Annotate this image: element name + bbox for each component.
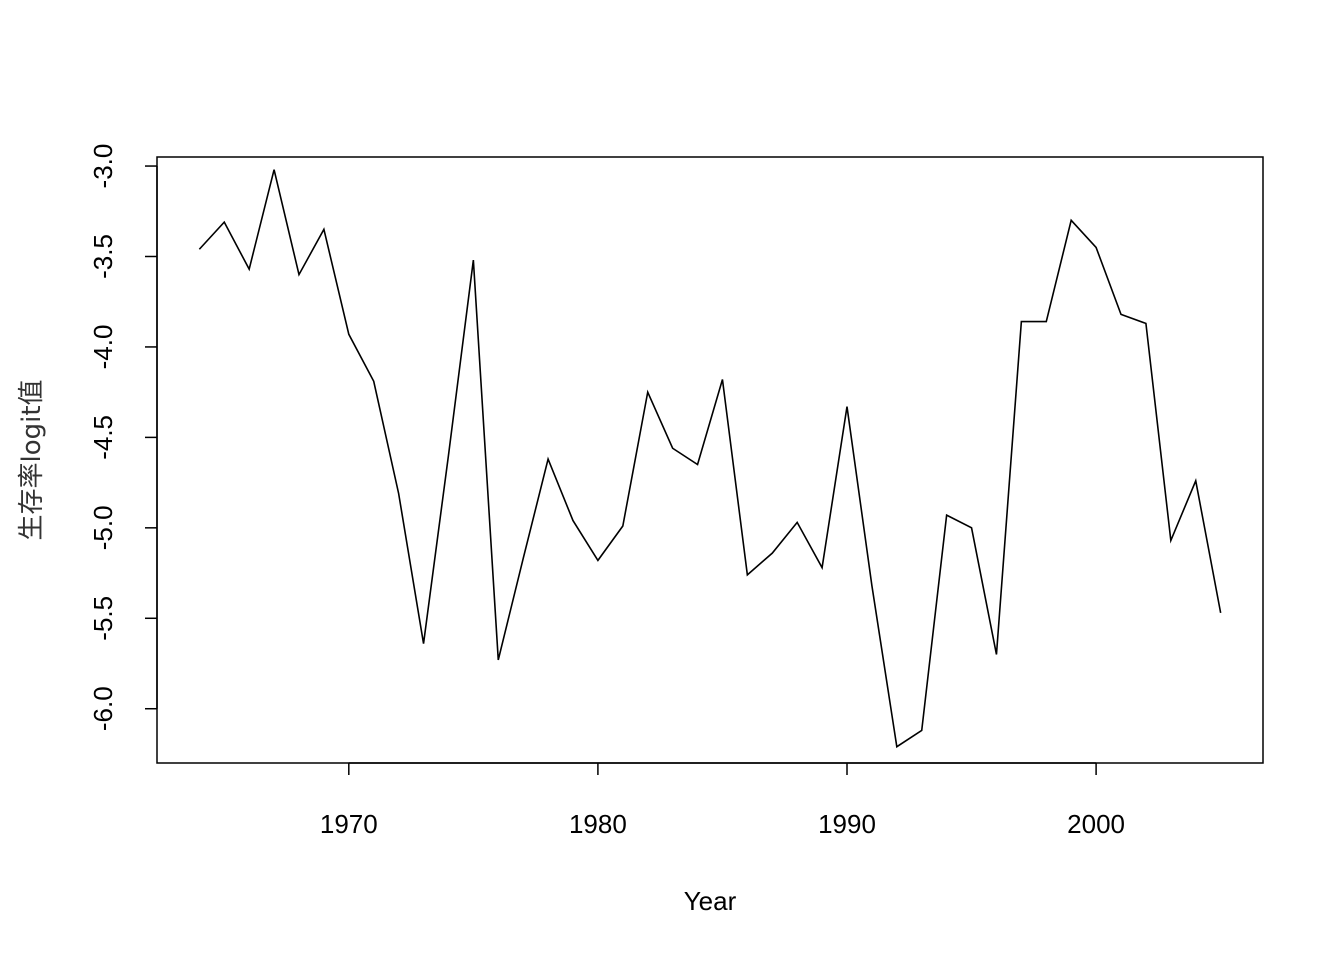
- x-tick-label: 2000: [1067, 809, 1125, 839]
- y-axis: -3.0 -3.5 -4.0 -4.5 -5.0 -5.5 -6.0: [88, 144, 158, 731]
- x-axis: 1970 1980 1990 2000: [320, 762, 1125, 839]
- series-line: [198, 169, 1222, 749]
- y-tick-label: -3.0: [88, 144, 118, 189]
- y-tick-label: -4.0: [88, 325, 118, 370]
- x-axis-title: Year: [684, 886, 737, 916]
- x-tick-label: 1980: [569, 809, 627, 839]
- y-tick-label: -6.0: [88, 686, 118, 731]
- y-tick-label: -4.5: [88, 415, 118, 460]
- x-tick-label: 1970: [320, 809, 378, 839]
- y-tick-label: -3.5: [88, 234, 118, 279]
- x-tick-label: 1990: [818, 809, 876, 839]
- y-axis-title: 生存率logit值: [17, 379, 47, 540]
- series: [198, 169, 1222, 749]
- y-tick-label: -5.0: [88, 505, 118, 550]
- y-tick-label: -5.5: [88, 596, 118, 641]
